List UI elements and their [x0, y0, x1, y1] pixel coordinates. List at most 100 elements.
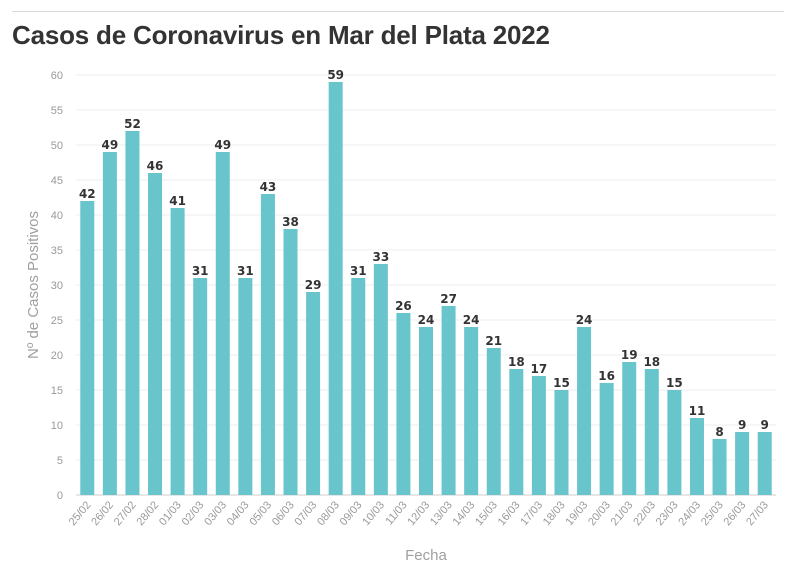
y-axis-title: Nº de Casos Positivos	[25, 211, 42, 359]
y-axis-ticks: 0 5 10 15 20 25 30 35 40 45 50 55 60	[51, 70, 63, 502]
x-tick-label: 25/02	[67, 499, 94, 528]
y-tick-label: 20	[51, 350, 63, 362]
bar	[441, 306, 456, 495]
bar	[306, 292, 321, 495]
data-label: 29	[305, 278, 322, 292]
bar	[667, 390, 682, 495]
x-tick-label: 28/02	[134, 499, 161, 528]
data-label: 15	[666, 376, 683, 390]
data-label: 43	[260, 180, 277, 194]
y-tick-label: 0	[57, 490, 63, 502]
bar	[622, 362, 637, 495]
gridlines	[76, 74, 776, 496]
x-tick-label: 14/03	[451, 499, 478, 528]
x-tick-label: 24/03	[676, 499, 703, 528]
data-label: 18	[508, 355, 525, 369]
data-label: 52	[124, 117, 141, 131]
y-tick-label: 5	[57, 455, 63, 467]
bar	[712, 439, 727, 495]
bar	[260, 194, 275, 495]
bar	[509, 369, 524, 495]
data-label: 24	[418, 313, 435, 327]
data-label: 9	[761, 418, 769, 432]
data-label: 15	[553, 376, 570, 390]
bar	[689, 418, 704, 495]
data-label: 21	[485, 334, 502, 348]
bar	[554, 390, 569, 495]
top-divider	[12, 11, 784, 12]
x-tick-label: 07/03	[293, 499, 320, 528]
x-tick-label: 19/03	[563, 499, 590, 528]
bar	[215, 152, 230, 495]
data-label: 24	[576, 313, 593, 327]
bar	[238, 278, 253, 495]
y-tick-label: 15	[51, 385, 63, 397]
x-tick-label: 18/03	[541, 499, 568, 528]
data-label: 31	[350, 264, 367, 278]
x-tick-label: 26/03	[722, 499, 749, 528]
bar	[599, 383, 614, 495]
data-label: 11	[689, 404, 706, 418]
x-tick-label: 27/03	[744, 499, 771, 528]
x-tick-label: 20/03	[586, 499, 613, 528]
x-tick-label: 13/03	[428, 499, 455, 528]
data-label: 9	[738, 418, 746, 432]
y-tick-label: 35	[51, 245, 63, 257]
x-axis-title: Fecha	[405, 547, 447, 564]
bars	[80, 82, 772, 495]
y-tick-label: 45	[51, 175, 63, 187]
bar	[419, 327, 433, 495]
data-label: 59	[327, 68, 344, 82]
y-tick-label: 55	[51, 105, 63, 117]
x-tick-label: 04/03	[225, 499, 252, 528]
bar	[373, 264, 388, 495]
bar	[531, 376, 546, 495]
data-label: 38	[282, 215, 299, 229]
bar	[351, 278, 366, 495]
data-label: 46	[147, 159, 164, 173]
bar	[193, 278, 208, 495]
x-tick-label: 08/03	[315, 499, 342, 528]
y-tick-label: 30	[51, 280, 63, 292]
data-label: 26	[395, 299, 412, 313]
x-tick-label: 21/03	[609, 499, 636, 528]
bar	[170, 208, 185, 495]
data-label: 42	[79, 187, 96, 201]
x-tick-label: 12/03	[405, 499, 432, 528]
x-tick-label: 23/03	[654, 499, 681, 528]
bar	[328, 82, 343, 495]
bar	[80, 201, 95, 495]
data-label: 31	[192, 264, 209, 278]
data-label: 49	[102, 138, 119, 152]
data-label: 31	[237, 264, 254, 278]
bar	[735, 432, 750, 495]
data-label: 8	[715, 425, 723, 439]
x-tick-label: 03/03	[202, 499, 229, 528]
bar	[464, 327, 479, 495]
data-label: 41	[169, 194, 186, 208]
y-tick-label: 25	[51, 315, 63, 327]
x-tick-label: 10/03	[360, 499, 387, 528]
x-tick-label: 25/03	[699, 499, 726, 528]
data-label: 18	[643, 355, 660, 369]
bar	[644, 369, 659, 495]
x-tick-label: 22/03	[631, 499, 658, 528]
x-axis-ticks: 25/0226/0227/0228/0201/0302/0303/0304/03…	[67, 499, 771, 528]
data-label: 19	[621, 348, 638, 362]
bar	[283, 229, 298, 495]
bar	[577, 327, 592, 495]
y-tick-label: 60	[51, 70, 63, 82]
data-label: 33	[372, 250, 389, 264]
bar	[102, 152, 117, 495]
data-label: 16	[598, 369, 615, 383]
x-tick-label: 02/03	[180, 499, 207, 528]
x-tick-label: 06/03	[270, 499, 297, 528]
bar	[486, 348, 501, 495]
data-labels: 42 49 52 46 41 31 49 31 43 38 29 59 31 33 26 24 27 24 21 18…	[79, 68, 769, 439]
x-tick-label: 26/02	[89, 499, 116, 528]
x-tick-label: 17/03	[518, 499, 545, 528]
data-label: 49	[214, 138, 231, 152]
x-tick-label: 27/02	[112, 499, 139, 528]
y-tick-label: 40	[51, 210, 63, 222]
